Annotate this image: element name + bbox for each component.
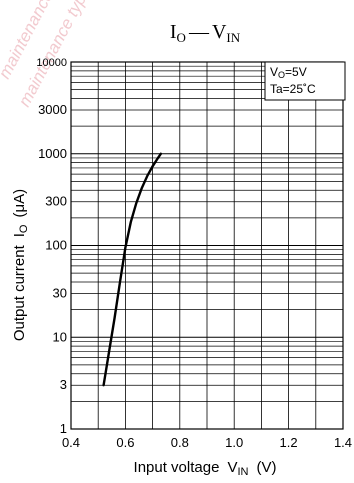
watermark: maintenance/discontinued maintenance typ… <box>0 0 105 110</box>
x-tick-label: 1.4 <box>334 435 352 450</box>
y-tick-label: 1 <box>60 421 67 436</box>
x-tick-labels: 0.4 0.6 0.8 1.0 1.2 1.4 <box>62 435 352 450</box>
title-right-symbol: V <box>212 21 227 43</box>
y-tick-label: 100 <box>45 238 67 253</box>
title-right-symbol-sub: IN <box>226 30 240 45</box>
legend: VO=5V Ta=25˚C <box>264 61 346 101</box>
x-tick-label: 1.2 <box>280 435 298 450</box>
y-tick-label: 10 <box>53 329 67 344</box>
x-tick-label: 0.8 <box>171 435 189 450</box>
title-dash: — <box>188 21 210 43</box>
x-tick-label: 0.6 <box>116 435 134 450</box>
plot-frame <box>70 61 344 430</box>
y-axis-label: Output currentIO(μA) <box>11 189 30 341</box>
grid <box>71 62 343 429</box>
y-tick-label: 300 <box>45 194 67 209</box>
legend-box <box>264 61 346 101</box>
legend-ta: Ta=25˚C <box>270 82 316 96</box>
title-symbol: I <box>170 21 177 43</box>
y-tick-label: 10000 <box>36 57 67 69</box>
title-symbol-sub: O <box>177 30 186 45</box>
x-axis-label: Input voltage VIN (V) <box>134 459 277 478</box>
x-tick-label: 1.0 <box>225 435 243 450</box>
y-tick-label: 30 <box>53 285 67 300</box>
x-tick-label: 0.4 <box>62 435 80 450</box>
series-line <box>102 152 162 387</box>
y-tick-labels: 1 3 10 30 100 300 1000 3000 10000 <box>36 57 67 436</box>
y-tick-label: 3 <box>60 377 67 392</box>
y-tick-label: 1000 <box>38 146 67 161</box>
chart-title: IO — VIN <box>170 21 241 45</box>
y-tick-label: 3000 <box>38 102 67 117</box>
legend-vo: VO=5V <box>270 65 307 80</box>
